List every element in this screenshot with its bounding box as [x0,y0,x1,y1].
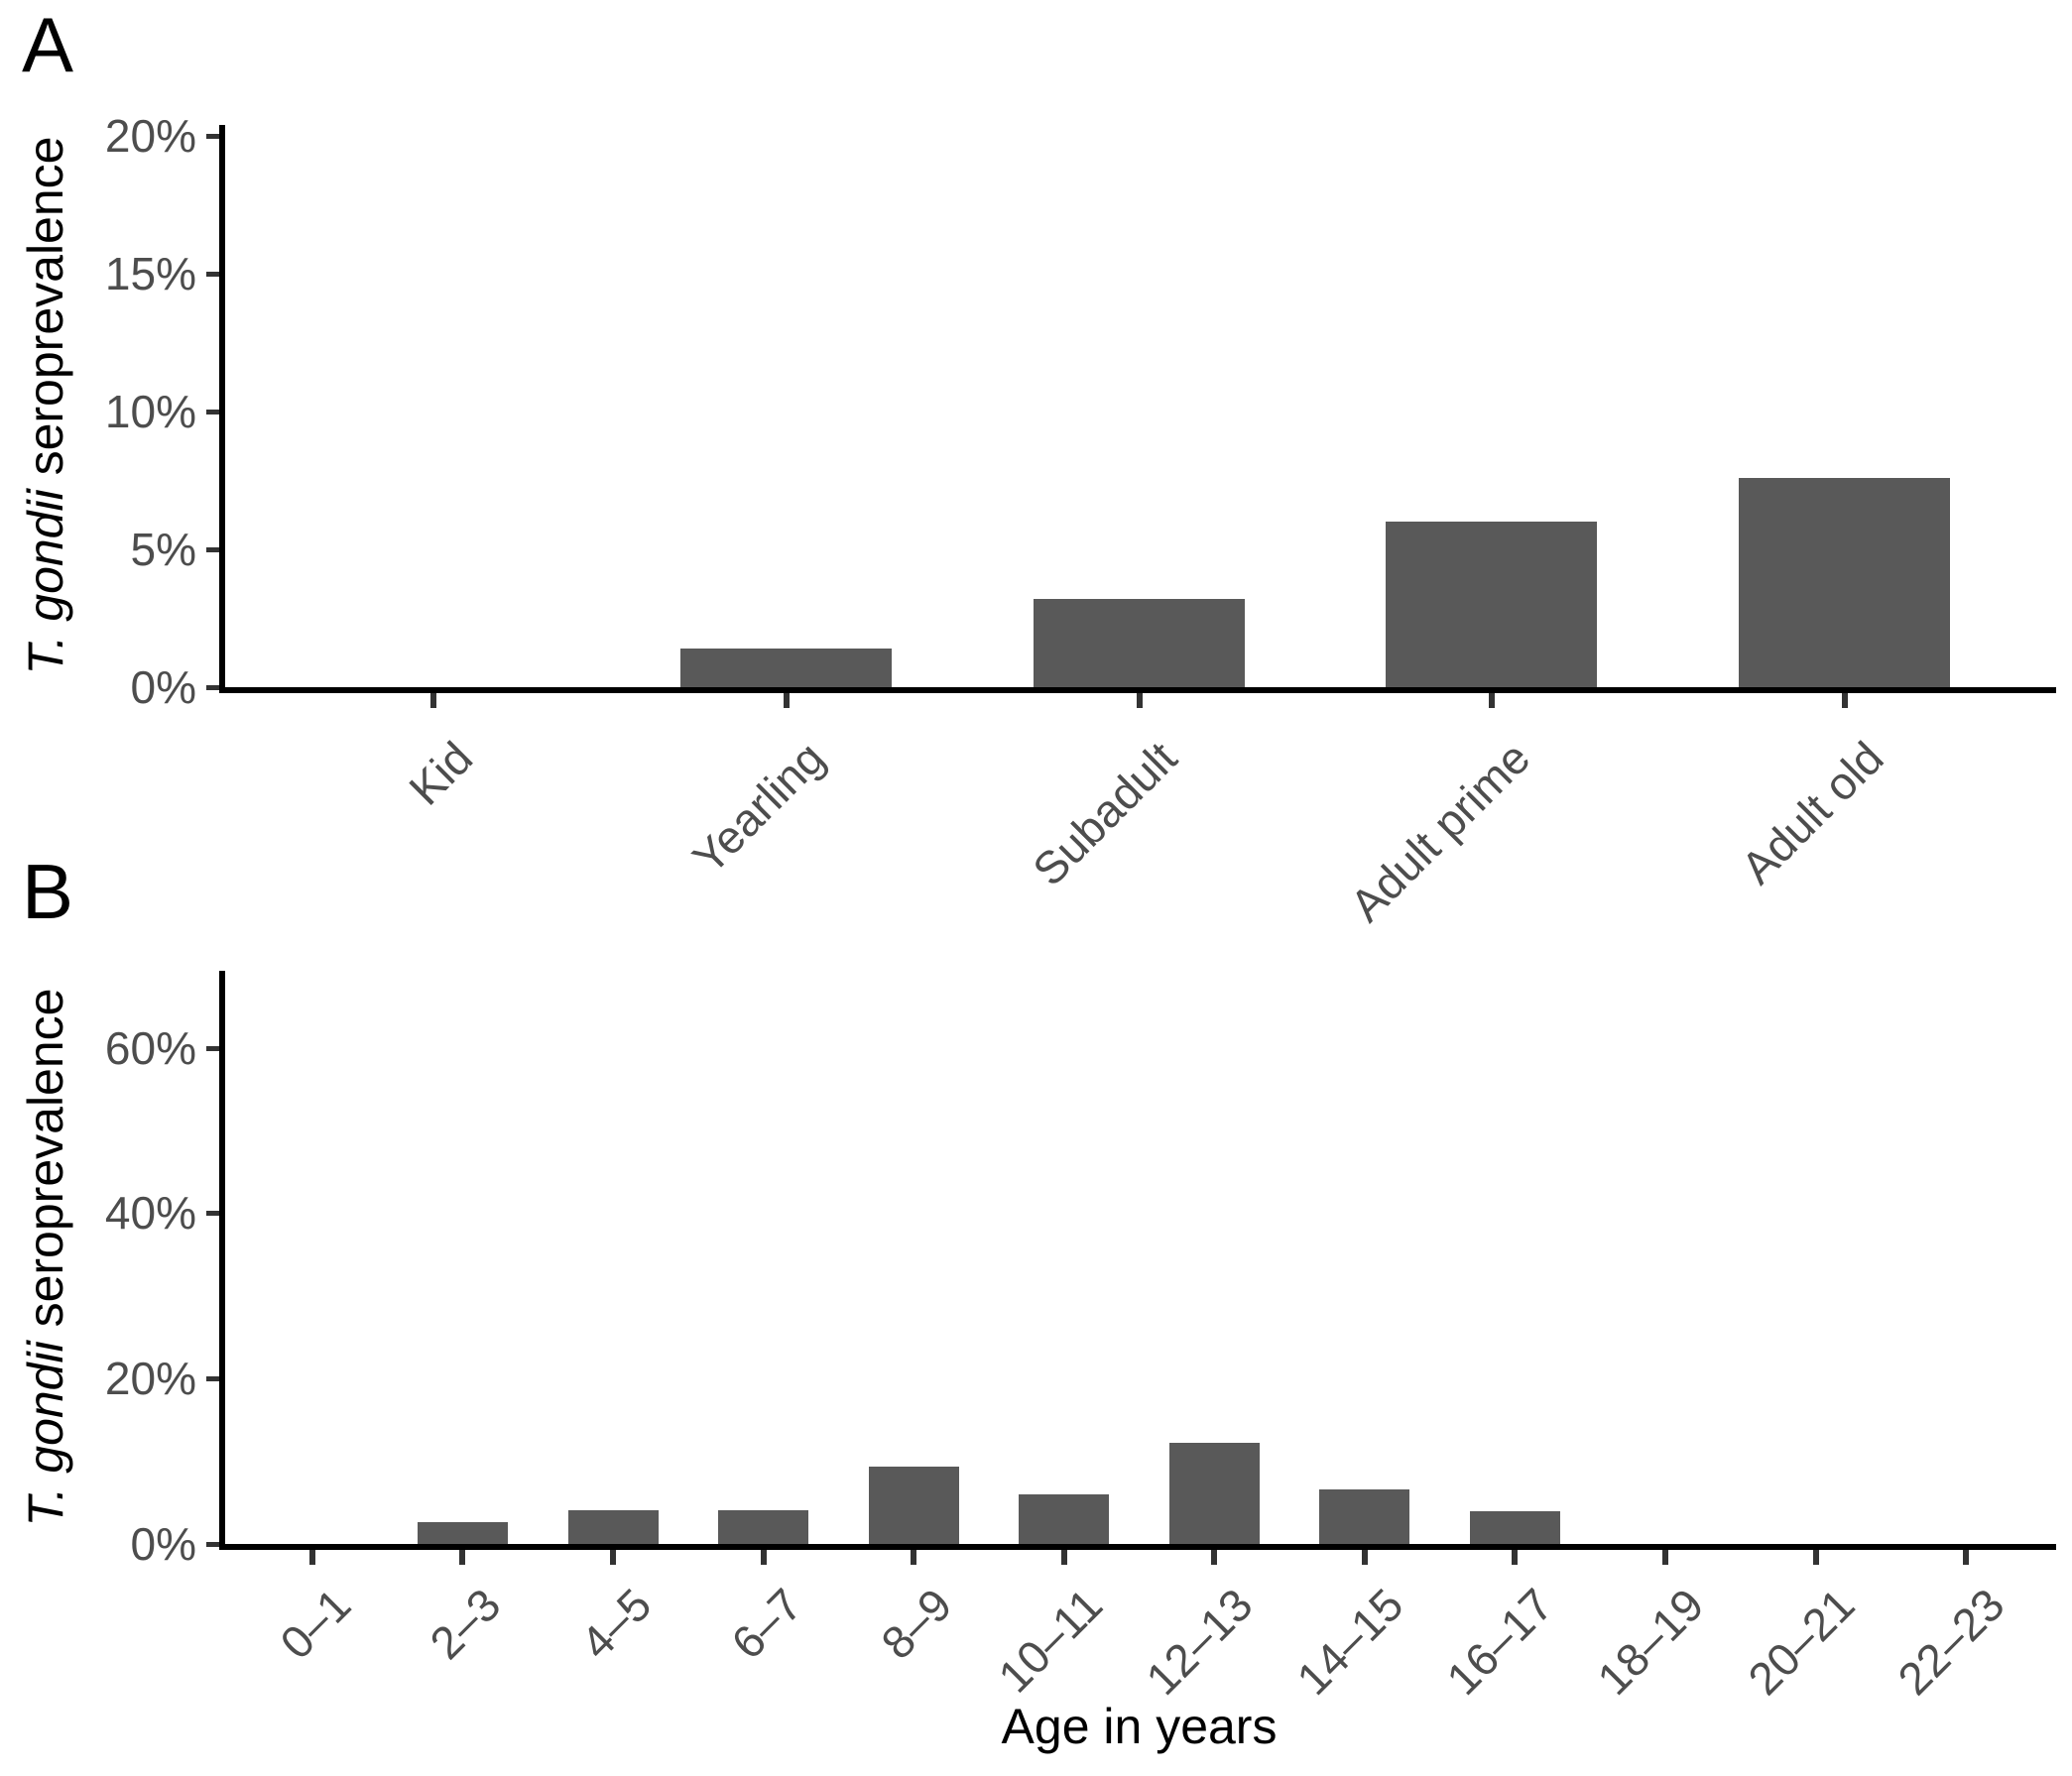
x-axis-line [219,1544,2056,1550]
x-tick-mark [309,1550,315,1565]
x-tick-mark [1963,1550,1969,1565]
bar [568,1510,659,1544]
x-tick-mark [784,693,790,708]
x-tick-label: Subadult [1023,731,1187,896]
x-tick-mark [610,1550,616,1565]
y-axis-title-species-italic: T. gondii [18,489,73,675]
x-tick-label: 22–23 [1888,1578,2014,1706]
y-tick-mark [206,1542,219,1547]
x-tick-label: 0–1 [270,1578,361,1669]
y-tick-mark [206,547,219,552]
x-tick-label: 4–5 [570,1578,662,1669]
x-tick-label: Yearling [682,731,835,885]
x-tick-mark [1813,1550,1819,1565]
x-tick-label: 18–19 [1587,1578,1714,1706]
y-tick-label: 40% [104,1187,196,1239]
bar [1739,478,1950,687]
x-tick-mark [1842,693,1848,708]
x-tick-label: Adult old [1731,731,1893,894]
bar [1019,1494,1109,1544]
x-tick-label: 10–11 [988,1578,1113,1703]
y-tick-label: 20% [104,1353,196,1404]
y-tick-label: 60% [104,1022,196,1074]
bar [1319,1489,1409,1544]
panel-a-letter: A [22,1,74,88]
x-tick-label: 2–3 [420,1578,511,1669]
panel-b-letter: B [22,848,74,935]
x-tick-mark [1512,1550,1518,1565]
x-tick-mark [1211,1550,1217,1565]
x-tick-mark [430,693,436,708]
y-axis-title-rest: seroprevalence [18,988,73,1342]
panel-b-x-axis-title: Age in years [1001,1699,1278,1754]
y-tick-label: 0% [130,661,196,713]
y-axis-title-species-italic: T. gondii [18,1341,73,1527]
bar [1034,599,1245,687]
y-tick-mark [206,134,219,139]
panel-b-y-axis-title: T. gondii seroprevalence [18,988,73,1527]
y-tick-mark [206,410,219,414]
x-tick-mark [1362,1550,1368,1565]
x-tick-mark [911,1550,916,1565]
x-tick-mark [1662,1550,1668,1565]
y-tick-label: 5% [130,524,196,575]
bar [1386,522,1597,687]
y-tick-mark [206,685,219,690]
bar [718,1510,808,1544]
x-tick-mark [1489,693,1495,708]
panel-a-y-axis-title: T. gondii seroprevalence [18,136,73,675]
x-axis-line [219,687,2056,693]
x-tick-label: 8–9 [871,1578,962,1669]
x-tick-label: 20–21 [1738,1578,1865,1706]
y-tick-label: 0% [130,1518,196,1570]
y-tick-mark [206,1046,219,1051]
y-tick-mark [206,272,219,277]
x-tick-label: Adult prime [1340,731,1540,932]
y-axis-line [219,971,225,1550]
y-axis-line [219,125,225,693]
bar [1169,1443,1260,1544]
x-tick-mark [761,1550,767,1565]
x-tick-mark [459,1550,465,1565]
bar [869,1467,959,1544]
y-tick-mark [206,1211,219,1216]
x-tick-mark [1137,693,1143,708]
x-tick-label: 6–7 [721,1578,812,1669]
bar [1470,1511,1560,1544]
y-tick-mark [206,1376,219,1381]
x-tick-label: Kid [398,731,482,815]
y-tick-label: 15% [104,248,196,299]
x-tick-label: 16–17 [1436,1578,1563,1706]
y-tick-label: 20% [104,110,196,162]
bar [418,1522,508,1544]
x-tick-mark [1061,1550,1067,1565]
x-tick-label: 14–15 [1286,1578,1413,1706]
bar [680,649,892,687]
y-tick-label: 10% [104,386,196,437]
x-tick-label: 12–13 [1136,1578,1263,1706]
y-axis-title-rest: seroprevalence [18,136,73,490]
